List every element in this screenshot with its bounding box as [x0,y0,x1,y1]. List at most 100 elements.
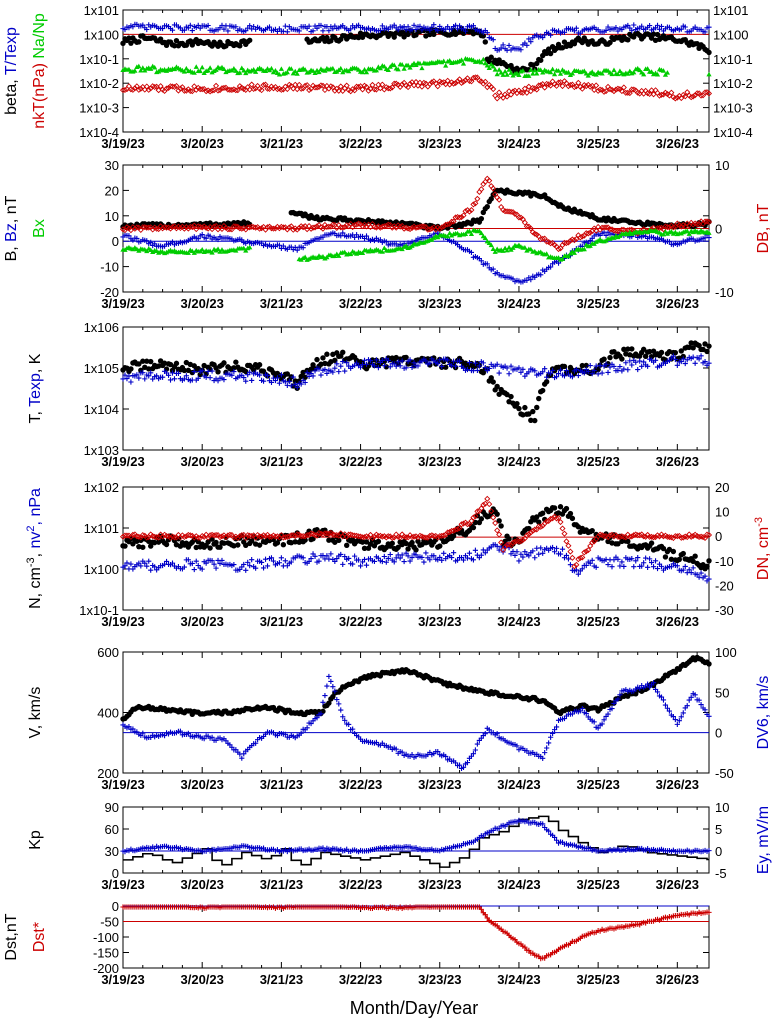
x-tick-label: 3/25/23 [576,614,619,629]
data-point [615,71,621,77]
data-point [472,547,478,553]
data-point [654,22,661,28]
data-point [571,84,578,91]
data-point [231,66,237,71]
data-point [268,65,275,71]
data-point [405,24,411,30]
data-point [559,546,566,552]
data-point [496,370,502,376]
data-point [163,85,170,92]
data-point [625,367,631,373]
data-point [526,73,532,78]
data-point [250,224,257,231]
data-point [573,235,580,243]
x-tick-label: 3/21/23 [260,777,303,792]
x-tick-label: 3/26/23 [656,296,699,311]
data-point [670,224,677,231]
data-point [298,85,305,92]
data-point [209,87,216,94]
data-point [377,27,383,34]
data-point [248,81,255,88]
data-point [324,34,330,41]
data-point [517,89,524,96]
data-point [223,43,229,49]
data-point [181,69,187,74]
y-tick-label: 30 [105,158,119,173]
data-point [300,224,307,231]
y-tick-label: 1x101 [84,3,119,18]
y-tick-label: 5 [715,822,722,837]
data-point [680,550,686,557]
data-point [498,203,505,211]
data-point [462,77,469,84]
data-point [704,563,710,570]
data-point [527,225,534,232]
data-point [213,539,219,546]
data-point [278,66,284,71]
y-tick-label: 200 [97,766,119,781]
data-point [335,87,342,94]
data-point [203,235,209,241]
data-point [619,356,625,362]
x-tick-label: 3/22/23 [339,136,382,151]
data-point [276,242,282,248]
data-point [650,31,657,37]
y-tick-label: 10 [715,505,729,520]
plot-frame [122,326,710,451]
data-point [129,86,136,93]
data-point [468,206,475,214]
y-axis-title: nkT(nPa) Na/Np [31,13,48,129]
data-point [706,234,712,241]
data-point [214,87,222,94]
data-point [478,215,485,222]
data-point [183,87,190,94]
data-point [171,83,178,91]
data-point [171,376,178,382]
x-tick-label: 3/21/23 [260,614,303,629]
data-point [601,88,608,95]
data-point [431,31,437,38]
data-point [637,67,643,73]
data-point [215,236,221,243]
data-point [540,387,546,394]
data-point [327,223,334,230]
data-point [167,225,174,232]
data-point [363,233,370,239]
data-point [215,369,221,375]
data-point [468,249,475,256]
x-tick-label: 3/21/23 [260,454,303,469]
data-point [280,224,287,231]
data-point [543,80,550,87]
data-point [536,395,542,402]
data-point [377,224,384,231]
data-point [296,81,303,88]
x-tick-label: 3/20/23 [181,777,224,792]
x-tick-label: 3/21/23 [260,877,303,892]
y-tick-label: -10 [715,285,734,300]
data-point [420,223,427,230]
x-tick-label: 3/25/23 [576,777,619,792]
data-point [583,83,590,90]
data-point [500,72,506,77]
data-point [557,504,564,510]
x-tick-label: 3/19/23 [101,296,144,311]
data-point [340,349,346,355]
series-2 [119,495,713,570]
x-tick-label: 3/24/23 [497,972,540,987]
data-point [416,79,423,86]
data-point [631,22,637,28]
data-point [496,67,502,72]
data-point [593,72,599,77]
data-point [340,230,346,236]
data-point [320,355,326,361]
data-point [603,27,609,34]
data-point [614,228,621,235]
data-point [488,54,494,60]
data-point [205,225,212,232]
data-point [421,27,427,34]
y-tick-label: 0 [715,529,722,544]
data-point [421,559,427,565]
data-point [666,224,673,231]
data-point [532,555,538,561]
data-point [148,358,154,365]
